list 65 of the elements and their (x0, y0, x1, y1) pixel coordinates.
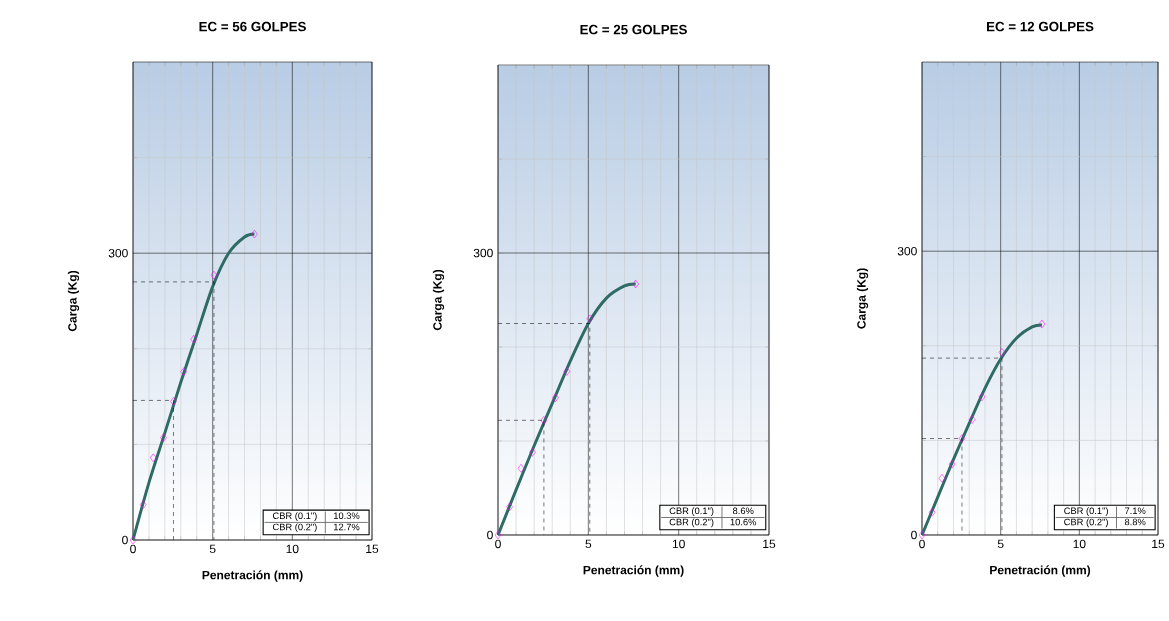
point (160, 433, 167, 442)
x-tick-label: 0 (130, 544, 136, 554)
point (506, 502, 513, 512)
x-axis-title: Penetración (mm) (990, 565, 1091, 577)
x-tick-label: 0 (495, 539, 501, 549)
x-tick-label: 15 (763, 539, 776, 549)
annotation: 7.1% (1125, 507, 1146, 515)
annotation: 8.6% (732, 507, 754, 515)
point (170, 397, 177, 406)
x-axis-title: Penetración (mm) (583, 565, 684, 577)
annotation: CBR (0.2") (669, 518, 714, 528)
chart-title: EC = 25 GOLPES (580, 24, 687, 35)
annotation: 10.3% (334, 512, 360, 520)
point (563, 367, 571, 376)
x-tick-label: 5 (209, 544, 216, 554)
annotation: CBR (0.2") (272, 523, 317, 533)
x-tick-label: 5 (997, 539, 1004, 549)
point (938, 473, 946, 483)
point (529, 448, 536, 457)
point (948, 459, 956, 469)
annotation: CBR (0.2") (1064, 518, 1108, 528)
point (552, 393, 559, 403)
x-tick-label: 10 (286, 544, 299, 554)
point (1038, 319, 1046, 329)
point (540, 416, 548, 425)
x-tick-label: 10 (672, 539, 685, 549)
point (210, 270, 218, 280)
x-axis-title: Penetración (mm) (202, 570, 303, 582)
point (928, 508, 936, 517)
y-tick-label: 300 (897, 246, 917, 256)
y-axis-title: Carga (Kg) (856, 268, 869, 329)
point (998, 348, 1006, 357)
x-tick-label: 0 (919, 539, 925, 549)
line-series (131, 232, 256, 542)
point (958, 434, 966, 443)
point (918, 530, 926, 540)
annotation: 8.8% (1124, 518, 1146, 526)
y-tick-label: 300 (108, 248, 128, 258)
point (149, 453, 157, 463)
x-tick-label: 10 (1073, 539, 1086, 549)
point (139, 500, 147, 509)
point (968, 415, 976, 424)
annotation: CBR (0.1") (1064, 507, 1108, 516)
point (180, 367, 187, 377)
point (129, 535, 137, 545)
point (632, 279, 639, 289)
chart-title: EC = 12 GOLPES (987, 21, 1094, 32)
chart-title: EC = 56 GOLPES (199, 21, 306, 32)
annotation: CBR (0.1") (669, 507, 714, 516)
annotation: 12.7% (334, 523, 360, 531)
line-series (496, 282, 638, 537)
x-tick-label: 15 (1152, 539, 1165, 549)
point (517, 463, 525, 473)
point (251, 229, 258, 239)
point (190, 334, 197, 344)
annotation: CBR (0.1") (272, 512, 317, 521)
x-tick-label: 15 (366, 544, 379, 554)
y-axis-title: Carga (Kg) (67, 270, 80, 332)
y-axis-title: Carga (Kg) (432, 269, 445, 331)
annotation: 10.6% (730, 518, 757, 526)
x-tick-label: 5 (585, 539, 592, 549)
y-tick-label: 300 (473, 248, 493, 258)
point (978, 392, 986, 402)
point (494, 530, 502, 540)
point (586, 314, 594, 324)
